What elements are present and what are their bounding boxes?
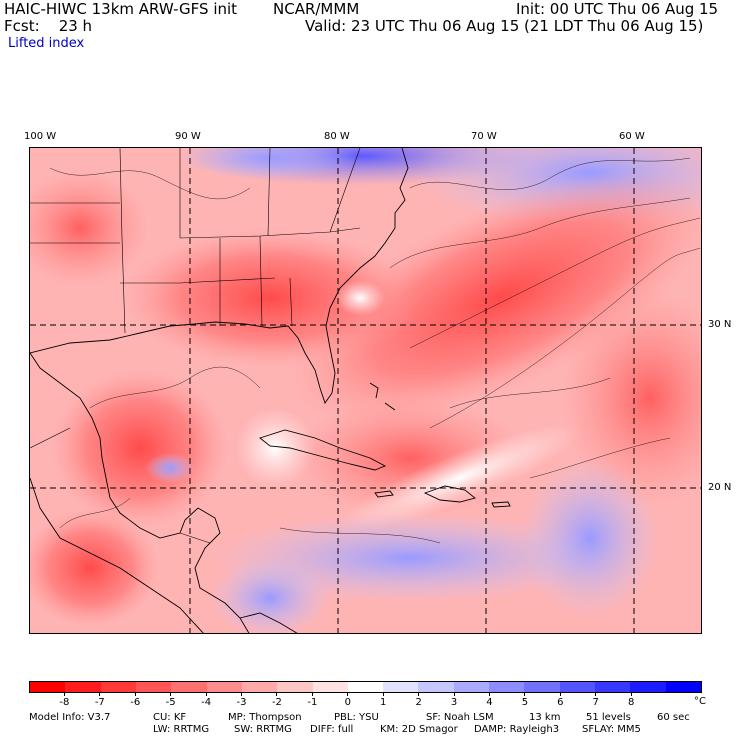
- colorbar-tick-label: 1: [380, 697, 387, 708]
- valid-time: Valid: 23 UTC Thu 06 Aug 15 (21 LDT Thu …: [305, 17, 704, 35]
- lat-label-30n: 30 N: [708, 319, 732, 330]
- colorbar-tick-mark: [205, 692, 207, 696]
- sw-scheme: SW: RRTMG: [234, 724, 292, 735]
- colorbar-tick-mark: [418, 692, 420, 696]
- forecast-hour: Fcst: 23 h: [4, 17, 93, 35]
- colorbar-tick-mark: [488, 692, 490, 696]
- colorbar-tick-mark: [382, 692, 384, 696]
- contours: [49, 157, 701, 544]
- cu-scheme: CU: KF: [153, 712, 187, 723]
- colorbar-swatch: [524, 682, 560, 692]
- colorbar-tick-mark: [241, 692, 243, 696]
- lon-label-70w: 70 W: [471, 131, 497, 142]
- colorbar-swatch: [418, 682, 454, 692]
- colorbar-tick-mark: [276, 692, 278, 696]
- colorbar-swatch: [100, 682, 136, 692]
- sf-scheme: SF: Noah LSM: [426, 712, 494, 723]
- colorbar-tick-label: -1: [307, 697, 318, 708]
- colorbar-swatch: [171, 682, 207, 692]
- colorbar-tick-mark: [170, 692, 172, 696]
- colorbar-tick-label: -3: [236, 697, 247, 708]
- colorbar-tick-label: 2: [415, 697, 422, 708]
- colorbar-swatch: [135, 682, 172, 692]
- lon-label-90w: 90 W: [175, 131, 201, 142]
- lifted-index-map: [29, 147, 702, 634]
- colorbar-tick-label: 8: [627, 697, 635, 708]
- lon-label-100w: 100 W: [24, 131, 57, 142]
- timestep: 60 sec: [657, 712, 690, 723]
- atlantic-red-band: [288, 171, 701, 425]
- colorbar-tick-label: 3: [450, 697, 458, 708]
- colorbar-tick-label: 4: [486, 697, 493, 708]
- colorbar-swatch: [30, 682, 66, 692]
- diffusion: DIFF: full: [310, 724, 354, 735]
- colorbar-swatch: [206, 682, 242, 692]
- colorbar-swatch: [630, 682, 666, 692]
- lon-label-60w: 60 W: [619, 131, 645, 142]
- colorbar-tick-label: 7: [592, 697, 599, 708]
- colorbar-tick-mark: [99, 692, 101, 696]
- colorbar-swatch: [489, 682, 525, 692]
- init-time: Init: 00 UTC Thu 06 Aug 15: [516, 0, 719, 18]
- colorbar-swatch: [65, 682, 101, 692]
- borders: [30, 148, 361, 544]
- colorbar-tick-mark: [347, 692, 349, 696]
- colorbar-tick-mark: [595, 692, 597, 696]
- colorbar-swatch: [347, 682, 384, 692]
- colorbar-tick-label: -6: [130, 697, 141, 708]
- colorbar-swatch: [453, 682, 490, 692]
- colorbar-swatch: [665, 682, 701, 692]
- colorbar-swatch: [383, 682, 419, 692]
- colorbar-swatch: [595, 682, 631, 692]
- colorbar-tick-label: 6: [557, 697, 564, 708]
- mp-scheme: MP: Thompson: [228, 712, 302, 723]
- colorbar-tick-label: 0: [344, 697, 351, 708]
- field-name: Lifted index: [8, 36, 85, 51]
- colorbar-unit: °C: [694, 696, 706, 707]
- colorbar-tick-mark: [311, 692, 313, 696]
- colorbar-tick-label: -2: [271, 697, 282, 708]
- colorbar-swatch: [312, 682, 348, 692]
- lw-scheme: LW: RRTMG: [153, 724, 210, 735]
- km-scheme: KM: 2D Smagor: [380, 724, 458, 735]
- colorbar-swatch: [277, 682, 313, 692]
- colorbar-tick-mark: [630, 692, 632, 696]
- colorbar-tick-label: -8: [59, 697, 70, 708]
- colorbar-tick-mark: [524, 692, 526, 696]
- colorbar-tick-mark: [134, 692, 136, 696]
- vertical-levels: 51 levels: [586, 712, 631, 723]
- graticule: [30, 148, 701, 633]
- colorbar-swatch: [559, 682, 595, 692]
- lat-label-20n: 20 N: [708, 482, 732, 493]
- colorbar-tick-mark: [559, 692, 561, 696]
- colorbar: [29, 681, 702, 693]
- lon-label-80w: 80 W: [324, 131, 350, 142]
- colorbar-tick-mark: [453, 692, 455, 696]
- org-label: NCAR/MMM: [273, 0, 360, 18]
- colorbar-swatch: [241, 682, 278, 692]
- colorbar-tick-label: -5: [165, 697, 176, 708]
- colorbar-tick-label: -7: [94, 697, 105, 708]
- resolution: 13 km: [529, 712, 561, 723]
- model-info: Model Info: V3.7: [29, 712, 111, 723]
- model-title: HAIC-HIWC 13km ARW-GFS init: [4, 0, 238, 18]
- surface-layer: SFLAY: MM5: [582, 724, 641, 735]
- coastlines: [30, 148, 511, 633]
- colorbar-tick-label: 5: [521, 697, 529, 708]
- colorbar-tick-label: -4: [201, 697, 212, 708]
- colorbar-tick-mark: [63, 692, 65, 696]
- gulf-light-region: [235, 408, 315, 488]
- damping: DAMP: Rayleigh3: [474, 724, 560, 735]
- pbl-scheme: PBL: YSU: [334, 712, 379, 723]
